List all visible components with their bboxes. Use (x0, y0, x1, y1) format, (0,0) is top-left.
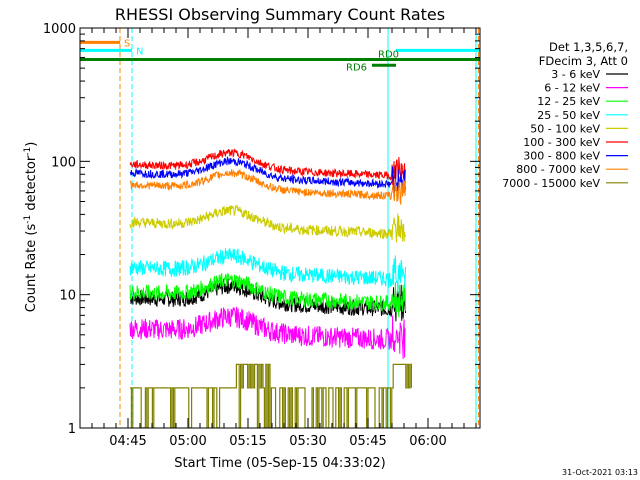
legend-label: 800 - 7000 keV (516, 163, 600, 176)
y-label-part3: ) (24, 142, 39, 147)
y-tick-label: 100 (51, 155, 76, 170)
flag-label-s: S (124, 38, 130, 49)
legend-label: 100 - 300 keV (523, 136, 600, 149)
series-group (129, 148, 412, 429)
y-axis: 1 10 100 1000 (43, 22, 480, 437)
legend-header-2: FDecim 3, Att 0 (539, 54, 628, 68)
legend-label: 7000 - 15000 keV (502, 177, 600, 190)
flag-bars: SN RD0 RD6 (80, 38, 480, 73)
plot-frame (79, 27, 481, 429)
legend-label: 6 - 12 keV (544, 82, 600, 95)
flag-label-rd0: RD0 (378, 50, 399, 61)
series-line (129, 155, 406, 193)
x-axis-label: Start Time (05-Sep-15 04:33:02) (174, 456, 385, 471)
y-label-sup2: -1 (23, 147, 33, 156)
x-tick-label: 04:45 (109, 434, 146, 449)
series-line (129, 168, 406, 205)
x-tick-label: 05:45 (349, 434, 386, 449)
legend-label: 25 - 50 keV (537, 109, 600, 122)
y-axis-label: Count Rate (s-1 detector-1) (23, 142, 39, 313)
flag-label-rd6: RD6 (346, 62, 367, 73)
series-line (129, 148, 406, 186)
y-label-part1: Count Rate (s (24, 224, 39, 313)
chart-title: RHESSI Observing Summary Count Rates (115, 5, 445, 24)
y-label-sup1: -1 (23, 215, 33, 224)
x-tick-label: 06:00 (409, 434, 446, 449)
series-5 (129, 148, 406, 186)
series-0 (129, 278, 406, 322)
footer-date: 31-Oct-2021 03:13 (562, 468, 638, 477)
series-line (129, 278, 406, 322)
series-3 (129, 248, 406, 294)
legend-label: 3 - 6 keV (551, 68, 600, 81)
y-tick-label: 10 (59, 289, 76, 304)
series-line (129, 248, 406, 294)
series-1 (129, 306, 406, 359)
legend-label: 300 - 800 keV (523, 150, 600, 163)
legend-label: 12 - 25 keV (537, 95, 600, 108)
series-6 (129, 155, 406, 193)
series-line (129, 272, 406, 318)
x-tick-label: 05:15 (229, 434, 266, 449)
series-4 (129, 204, 406, 243)
legend: Det 1,3,5,6,7, FDecim 3, Att 0 3 - 6 keV… (502, 40, 628, 190)
series-2 (129, 272, 406, 318)
series-line (129, 306, 406, 359)
series-line (129, 204, 406, 243)
y-tick-label: 1 (68, 422, 76, 437)
x-tick-label: 05:00 (169, 434, 206, 449)
x-tick-label: 05:30 (289, 434, 326, 449)
legend-header-1: Det 1,3,5,6,7, (549, 40, 628, 54)
series-line (130, 363, 412, 429)
y-tick-label: 1000 (43, 22, 76, 37)
legend-label: 50 - 100 keV (530, 122, 600, 135)
flag-label-n: N (136, 46, 143, 57)
series-7 (129, 168, 406, 205)
y-label-part2: detector (24, 155, 39, 215)
x-axis: 04:45 05:00 05:15 05:30 05:45 06:00 (79, 28, 477, 449)
series-8 (130, 363, 412, 429)
